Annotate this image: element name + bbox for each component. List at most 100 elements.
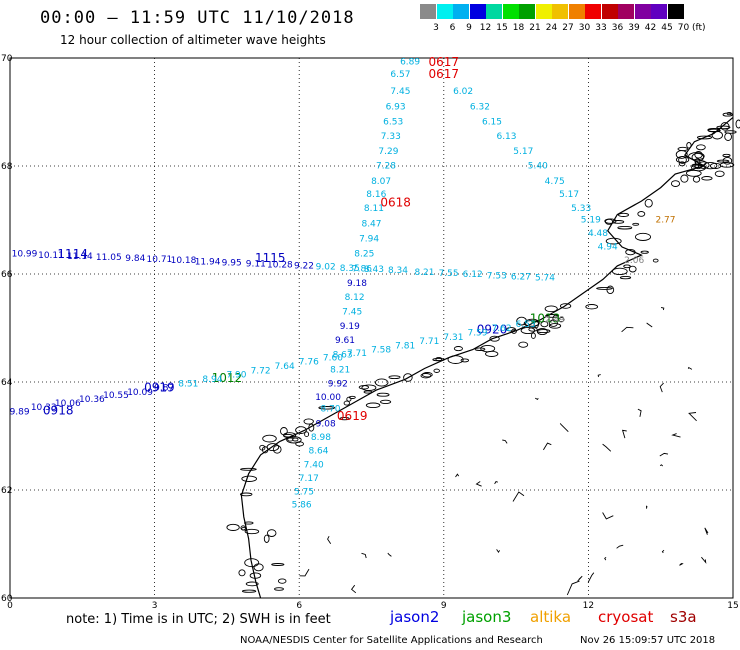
wave-height-label: 10.36 bbox=[79, 395, 105, 405]
wave-height-label: 10.33 bbox=[31, 403, 57, 413]
wave-height-label: 10.99 bbox=[12, 250, 38, 260]
island-outline bbox=[245, 581, 259, 587]
island-outline bbox=[611, 220, 625, 224]
wave-height-label: 9.19 bbox=[340, 322, 360, 332]
legend-swatch bbox=[469, 4, 486, 19]
island-outline bbox=[365, 402, 381, 409]
wave-height-label: 8.21 bbox=[414, 268, 434, 278]
x-tick-label: 0 bbox=[7, 601, 13, 611]
legend-swatch bbox=[667, 4, 684, 19]
pass-id-label: 0920 bbox=[477, 322, 508, 336]
y-tick-label: 64 bbox=[1, 378, 13, 388]
pass-id-label: 1013 bbox=[530, 312, 561, 326]
island-outline bbox=[249, 572, 262, 579]
pass-id-label: 0618 bbox=[380, 196, 411, 210]
wave-height-label: 8.35 bbox=[340, 264, 360, 274]
island-outline bbox=[617, 212, 630, 217]
legend-swatch bbox=[420, 4, 436, 19]
island-outline bbox=[640, 250, 649, 254]
wave-height-label: 7.86 bbox=[352, 264, 372, 274]
island-outline bbox=[548, 323, 562, 329]
island-outline bbox=[722, 112, 733, 117]
island-outline bbox=[303, 418, 314, 425]
island-outline bbox=[489, 335, 500, 342]
legend-label: 45 bbox=[661, 23, 673, 33]
island-outline bbox=[548, 319, 558, 327]
wave-height-label: 6.12 bbox=[463, 270, 483, 280]
island-outline bbox=[696, 144, 706, 151]
wave-height-label: 10.09 bbox=[127, 388, 153, 398]
island-outline bbox=[460, 358, 470, 363]
island-outline bbox=[625, 248, 636, 256]
island-outline bbox=[722, 153, 731, 158]
wave-height-label: 8.25 bbox=[354, 250, 374, 260]
fjord-line bbox=[350, 584, 357, 594]
wave-height-label: 2.06 bbox=[624, 256, 644, 266]
island-outline bbox=[518, 341, 529, 348]
wave-height-label: 9.22 bbox=[294, 262, 314, 272]
wave-height-label: 4.75 bbox=[545, 177, 565, 187]
y-tick-label: 60 bbox=[1, 594, 13, 604]
island-outline bbox=[711, 130, 723, 140]
fjord-line bbox=[534, 397, 539, 400]
island-outline bbox=[628, 265, 637, 273]
wave-height-label: 9.89 bbox=[10, 407, 30, 417]
island-outline bbox=[226, 523, 240, 531]
island-outline bbox=[241, 589, 257, 593]
wave-height-label: 5.17 bbox=[559, 190, 579, 200]
pass-id-label: 0619 bbox=[337, 409, 368, 423]
island-outline bbox=[280, 427, 288, 436]
fjord-line bbox=[659, 452, 669, 457]
island-outline bbox=[524, 318, 540, 328]
fjord-line bbox=[688, 412, 697, 422]
island-outline bbox=[617, 225, 633, 230]
satellite-name: altika bbox=[530, 608, 572, 626]
wave-height-label: 10.28 bbox=[267, 261, 293, 271]
wave-height-label: 9.61 bbox=[335, 336, 355, 346]
island-outline bbox=[506, 327, 516, 332]
wave-height-label: 8.34 bbox=[388, 266, 408, 276]
island-outline bbox=[244, 521, 254, 525]
wave-height-label: 7.40 bbox=[304, 460, 324, 470]
island-outline bbox=[677, 146, 689, 152]
wave-height-label: 6.02 bbox=[453, 87, 473, 97]
fjord-line bbox=[659, 464, 664, 467]
legend-label: 70 bbox=[677, 23, 690, 33]
legend-label: 12 bbox=[479, 23, 492, 33]
wave-height-label: 10.11 bbox=[38, 251, 64, 261]
legend-label: 21 bbox=[529, 23, 541, 33]
island-outline bbox=[530, 332, 536, 339]
wave-height-label: 7.31 bbox=[443, 333, 463, 343]
pass-id-label: 1114 bbox=[57, 247, 88, 261]
island-outline bbox=[253, 563, 264, 572]
x-tick-label: 12 bbox=[583, 601, 594, 611]
satellite-name: jason3 bbox=[462, 608, 512, 626]
fjord-line bbox=[361, 552, 367, 559]
legend-label: 6 bbox=[449, 23, 456, 33]
wave-height-label: 5.74 bbox=[535, 274, 555, 284]
wave-height-label: 9.18 bbox=[347, 279, 367, 289]
island-outline bbox=[262, 434, 277, 443]
wave-height-label: 7.33 bbox=[381, 132, 401, 142]
island-outline bbox=[238, 569, 246, 577]
wave-height-label: 7.62 bbox=[492, 324, 512, 334]
island-outline bbox=[637, 211, 646, 217]
fjord-line bbox=[387, 552, 392, 557]
legend-swatch bbox=[552, 4, 568, 19]
island-outline bbox=[520, 326, 536, 335]
wave-height-label: 7.17 bbox=[299, 474, 319, 484]
wave-height-label: 6.15 bbox=[482, 117, 502, 127]
legend-label: 30 bbox=[578, 23, 591, 33]
island-outline bbox=[670, 180, 681, 187]
island-outline bbox=[703, 161, 718, 170]
fjord-line bbox=[475, 481, 482, 487]
fjord-line bbox=[494, 481, 498, 485]
pass-id-label: 1012 bbox=[212, 371, 243, 385]
wave-height-label: 7.45 bbox=[390, 87, 410, 97]
y-tick-label: 68 bbox=[1, 162, 13, 172]
island-outline bbox=[611, 267, 628, 276]
island-outline bbox=[421, 372, 433, 378]
wave-height-label: 9.02 bbox=[316, 263, 336, 273]
wave-height-label: 7.29 bbox=[378, 147, 398, 157]
island-outline bbox=[544, 305, 558, 313]
